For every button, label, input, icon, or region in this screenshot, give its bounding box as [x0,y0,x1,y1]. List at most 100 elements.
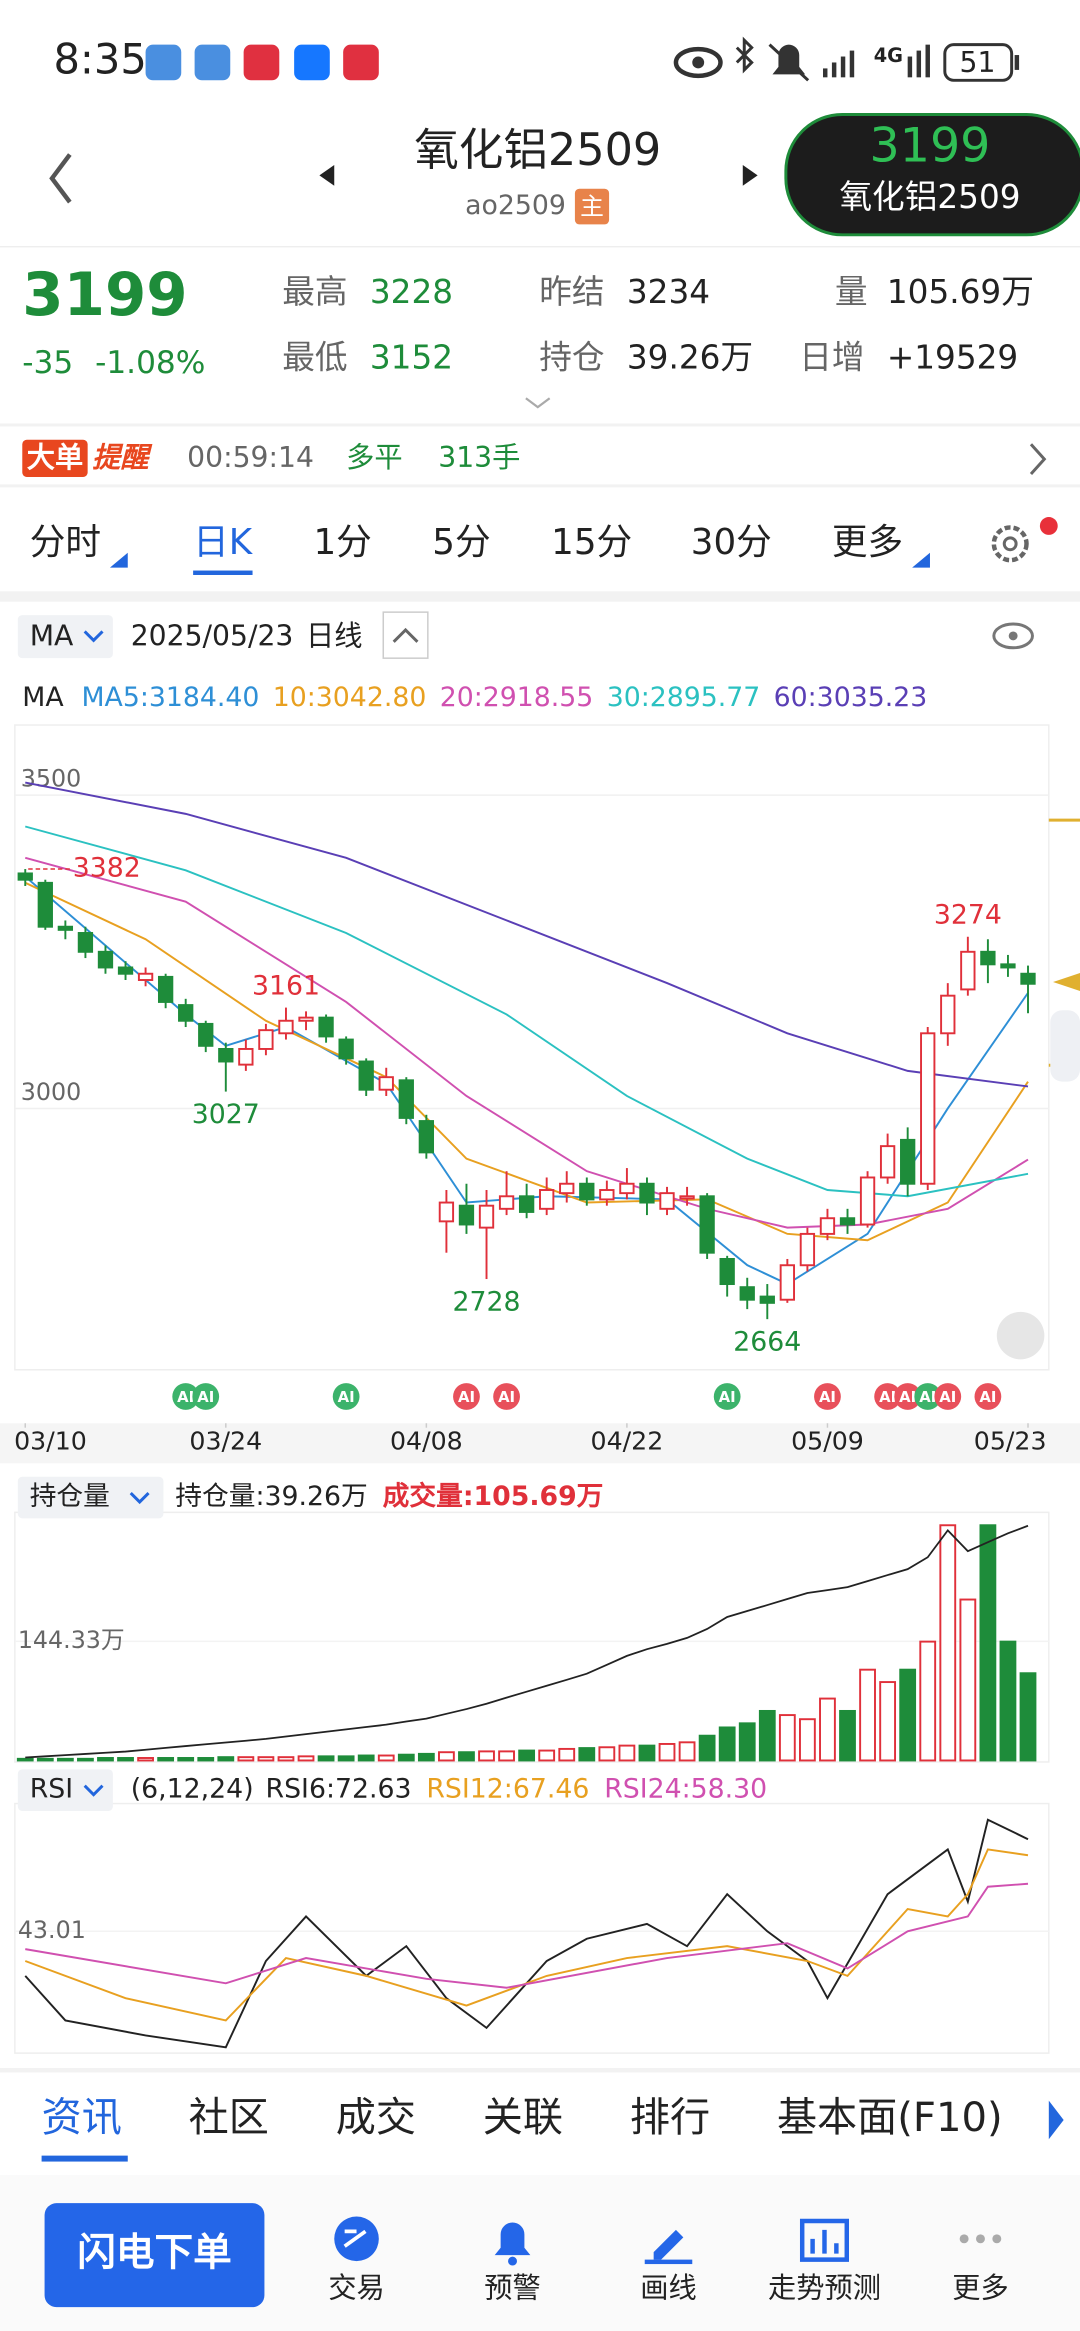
ai-marker-label: AI [719,1388,736,1406]
volume-bar [157,1757,175,1762]
volume-bar [518,1749,536,1762]
bottom-tab[interactable]: 排行 [630,2095,710,2141]
rsi-indicator-select[interactable] [17,1769,113,1811]
side-handle[interactable] [1050,1010,1080,1082]
expand-chevron[interactable] [525,397,551,409]
candle-body [920,1032,936,1185]
nav-item[interactable]: 走势预测 [768,2271,881,2304]
field-value: 3228 [370,273,453,311]
candle-body [639,1182,655,1204]
nav-item[interactable]: 交易 [328,2271,384,2304]
legend-item: RSI6:72.63 [266,1774,412,1805]
volume-bar [638,1744,656,1762]
back-button[interactable] [49,153,72,204]
candle-body [739,1286,755,1301]
bottom-tab[interactable]: 基本面(F10) [777,2095,1003,2141]
ai-marker-label: AI [498,1388,515,1406]
date-axis-band [0,1423,1080,1464]
alert-more[interactable] [1029,443,1047,475]
bottom-tab[interactable]: 社区 [189,2095,269,2141]
quote-box[interactable] [784,112,1080,237]
settings-icon [1002,536,1018,552]
quick-order-button[interactable] [44,2203,265,2308]
candle-body [418,1120,435,1154]
candle-body [859,1176,876,1226]
volume-bar [919,1640,937,1762]
field-label: 持仓 [539,339,604,377]
candle-body [137,972,154,981]
indicator-name: 持仓量 [30,1481,110,1512]
annotation: 2728 [452,1286,520,1317]
volume-indicator-select[interactable] [17,1476,164,1519]
period-tab[interactable]: 30分 [691,522,772,563]
ai-marker[interactable] [453,1383,480,1410]
bottom-tab[interactable]: 关联 [483,2095,563,2141]
candle-body [378,1076,394,1091]
visibility-icon [1008,631,1018,641]
dropdown-icon [129,1492,150,1505]
ai-marker-label: AI [338,1388,355,1406]
volume-bar [117,1757,134,1762]
candle-body [37,881,53,928]
candle-body [17,872,33,881]
volume-bar [277,1756,295,1762]
ai-marker[interactable] [914,1383,942,1410]
nav-item[interactable]: 画线 [640,2271,696,2304]
ai-marker[interactable] [172,1383,200,1410]
candle-body [1000,963,1016,969]
bottom-tab[interactable]: 资讯 [42,2095,122,2141]
nav-item[interactable]: 更多 [952,2271,1008,2304]
visibility-button[interactable] [992,622,1034,650]
open-interest-line [25,1524,1029,1759]
bottom-tab[interactable]: 成交 [336,2095,416,2141]
candle-body [57,925,74,931]
tabs-scroll[interactable] [1048,2100,1064,2140]
ai-marker[interactable] [874,1383,901,1410]
ai-marker-label: AI [899,1388,916,1406]
ai-marker[interactable] [192,1383,220,1410]
period-tab[interactable]: 15分 [551,522,632,563]
ai-marker[interactable] [713,1383,741,1410]
volume-bar [959,1598,977,1762]
legend-item: 持仓量:39.26万 [175,1481,367,1512]
indicator-name: RSI [30,1774,73,1805]
collapse-icon [392,627,419,643]
ai-marker[interactable] [814,1383,841,1410]
period-tab[interactable]: 日K [193,522,254,563]
period-tab[interactable]: 分时 [30,522,101,563]
ai-marker[interactable] [332,1383,360,1410]
period-tab[interactable]: 5分 [432,522,490,563]
collapse-button[interactable] [382,611,429,659]
nav-item[interactable]: 预警 [484,2271,540,2304]
ai-marker[interactable] [493,1383,520,1410]
volume-bar [778,1714,796,1762]
period-tab[interactable]: 1分 [313,522,371,563]
volume-bar [859,1668,876,1762]
ai-marker[interactable] [934,1383,962,1410]
annotation: 3382 [73,853,141,884]
candle-body [719,1258,735,1286]
ai-marker[interactable] [894,1383,922,1410]
volume-bar [939,1524,957,1762]
ma-line [25,825,1029,1198]
x-tick-label: 04/22 [591,1427,664,1456]
tab-dropdown [912,552,930,568]
prev-contract[interactable] [319,164,335,186]
settings-button[interactable] [991,525,1029,563]
volume-bar [297,1755,315,1762]
candle-body [619,1182,635,1195]
indicator-select[interactable] [17,615,113,659]
indicator-name: MA [30,619,74,652]
fullscreen-button[interactable] [996,1311,1045,1360]
rsi-frame [14,1802,1050,2054]
ma-line [25,781,1029,1088]
candle-body [539,1189,555,1210]
ai-marker[interactable] [974,1383,1002,1410]
annotation: 3027 [192,1099,260,1130]
volume-bar [97,1757,114,1762]
next-contract[interactable] [742,164,758,186]
period-tab[interactable]: 更多 [832,522,903,563]
field-value: 105.69万 [887,273,1034,311]
